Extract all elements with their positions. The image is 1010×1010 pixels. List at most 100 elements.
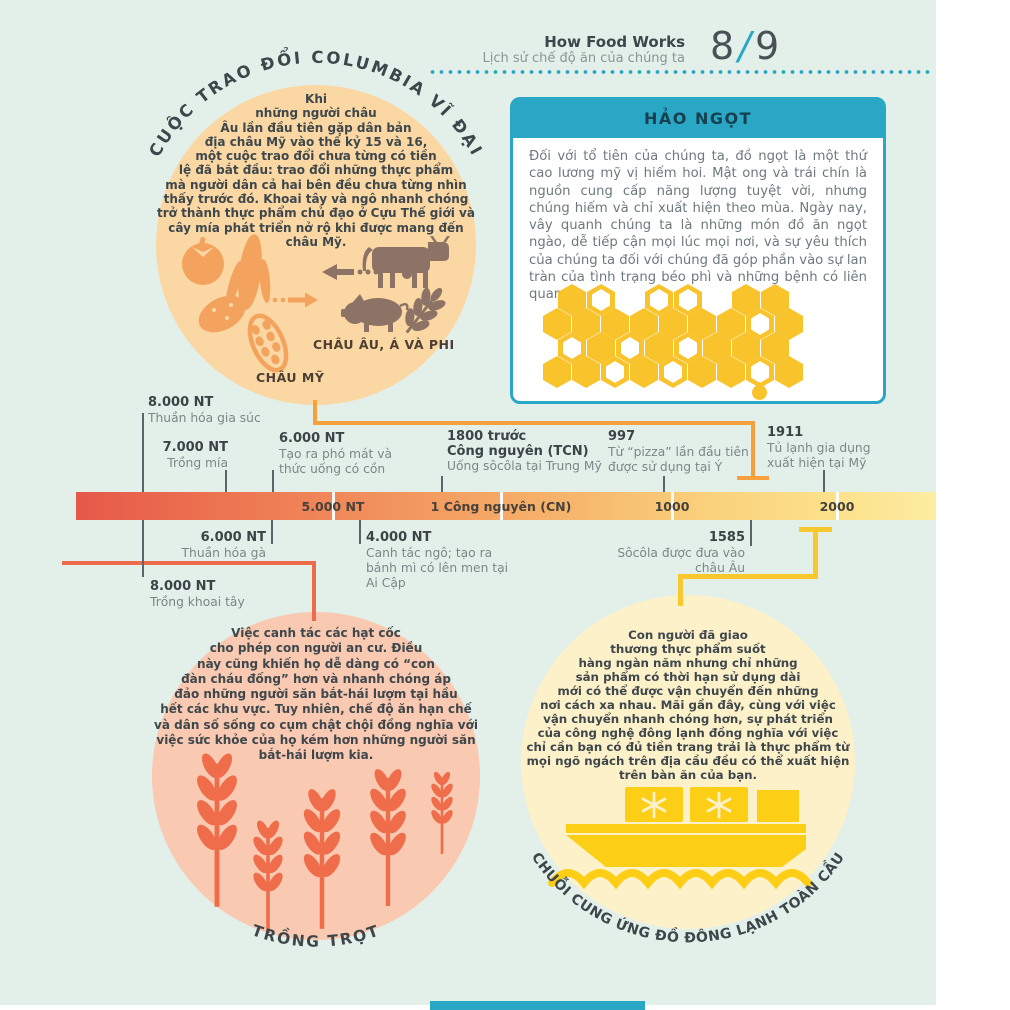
timeline: 5.000 NT 1 Công nguyên (CN) 1000 2000 — [76, 492, 936, 520]
timeline-axis-label: 2000 — [819, 499, 855, 514]
event-description: Canh tác ngô; tạo ra — [366, 545, 493, 560]
hex-filled — [543, 308, 571, 340]
hex-hollow — [659, 356, 687, 388]
hex-inner — [751, 313, 769, 335]
hex-inner — [592, 289, 610, 311]
honeycomb-cell — [732, 332, 761, 364]
hex-hollow — [601, 356, 629, 388]
timeline-event-below: 4.000 NT Canh tác ngô; tạo ra bánh mì có l… — [366, 530, 509, 591]
hex-filled — [775, 308, 803, 340]
honeycomb-cell — [558, 332, 587, 364]
event-tick — [359, 520, 361, 544]
hex-hollow — [587, 284, 615, 316]
hex-filled — [761, 284, 789, 316]
honeycomb-cell — [761, 332, 790, 364]
hex-inner — [664, 361, 682, 383]
honeycomb-cell — [732, 284, 761, 316]
connector-farming-vertical — [312, 561, 316, 621]
hex-filled — [688, 308, 716, 340]
page-number: 8/9 — [710, 24, 781, 68]
event-year: 8.000 NT — [148, 395, 214, 410]
event-description: Tạo ra phó mát và — [279, 446, 393, 461]
hex-filled — [703, 332, 731, 364]
timeline-axis-tick — [670, 492, 674, 520]
hex-filled — [732, 284, 760, 316]
timeline-event-below: 8.000 NT Trồng khoai tây — [150, 579, 245, 610]
honeycomb-cell — [543, 308, 572, 340]
label-old-world: CHÂU ÂU, Á VÀ PHI — [313, 337, 455, 352]
honeycomb-cell — [746, 356, 775, 404]
hex-hollow — [674, 284, 702, 316]
hex-hollow — [616, 332, 644, 364]
hex-hollow — [558, 332, 586, 364]
honeycomb-cell — [572, 308, 601, 340]
timeline-axis-label: 5.000 NT — [301, 499, 365, 514]
connector-columbia-horizontal — [313, 421, 755, 425]
hex-filled — [717, 308, 745, 340]
honeycomb-cell — [630, 308, 659, 340]
honeycomb-cell — [674, 284, 703, 316]
honeycomb-cell — [703, 284, 732, 308]
page-number-left: 8 — [710, 24, 737, 68]
connector-frozen-v2 — [678, 574, 683, 606]
hex-filled — [645, 332, 673, 364]
event-tick — [441, 476, 443, 492]
event-tick — [142, 413, 144, 492]
event-description: bánh mì có lên men tại — [366, 560, 509, 575]
timeline-event-above: 1911 Tủ lạnh gia dụng xuất hiện tại Mỹ — [767, 425, 871, 471]
page-right-margin — [936, 0, 1010, 1010]
hex-filled — [601, 308, 629, 340]
hex-filled — [572, 356, 600, 388]
honeycomb-cell — [601, 356, 630, 388]
hex-filled — [572, 308, 600, 340]
hex-inner — [606, 361, 624, 383]
event-year: 997 — [608, 429, 636, 444]
hex-hollow — [746, 308, 774, 340]
event-tick — [750, 520, 752, 546]
hex-filled — [630, 308, 658, 340]
honeycomb-cell — [659, 308, 688, 340]
honeycomb-cell — [587, 332, 616, 364]
event-description: Trồng mía — [167, 455, 228, 470]
farming-text: Việc canh tác các hạt cốc cho phép con n… — [154, 626, 478, 763]
page-number-divider: / — [738, 24, 753, 68]
event-description: Sôcôla được đưa vào — [617, 545, 745, 560]
event-year: 8.000 NT — [150, 579, 216, 594]
page-title: How Food Works — [544, 33, 685, 51]
event-description: xuất hiện tại Mỹ — [767, 455, 867, 470]
honeycomb-row — [543, 308, 804, 340]
timeline-event-above: 7.000 NT Trồng mía — [163, 440, 228, 471]
page-edge-tab — [430, 1001, 645, 1010]
connector-frozen-v1 — [813, 527, 818, 579]
hex-filled — [717, 356, 745, 388]
event-tick — [823, 470, 825, 492]
honeycomb-cell — [674, 332, 703, 364]
hex-hollow — [674, 332, 702, 364]
hex-filled — [775, 356, 803, 388]
honeycomb-cell — [601, 308, 630, 340]
event-description: thức uống có cồn — [279, 461, 386, 476]
event-description: Trồng khoai tây — [150, 594, 245, 609]
honeycomb-cell — [688, 356, 717, 388]
hex-filled — [761, 332, 789, 364]
honeycomb-row — [558, 332, 804, 364]
hex-inner — [751, 361, 769, 383]
event-tick — [663, 476, 665, 492]
honeycomb-cell — [775, 308, 804, 340]
hex-inner — [679, 337, 697, 359]
timeline-axis-tick — [499, 492, 503, 520]
honeycomb-cell — [645, 332, 674, 364]
hex-inner — [650, 289, 668, 311]
event-year: 4.000 NT — [366, 530, 432, 545]
event-tick — [225, 470, 227, 492]
honeycomb-cell — [659, 356, 688, 388]
timeline-event-above: 997 Từ “pizza” lần đầu tiên được sử dụng t… — [608, 429, 749, 475]
honeycomb-cell — [616, 284, 645, 308]
event-description: được sử dụng tại Ý — [608, 459, 723, 474]
honeycomb-cell — [717, 308, 746, 340]
hex-inner — [679, 289, 697, 311]
event-description: Thuần hóa gia súc — [148, 410, 261, 425]
hex-filled — [630, 356, 658, 388]
event-tick — [272, 470, 274, 492]
